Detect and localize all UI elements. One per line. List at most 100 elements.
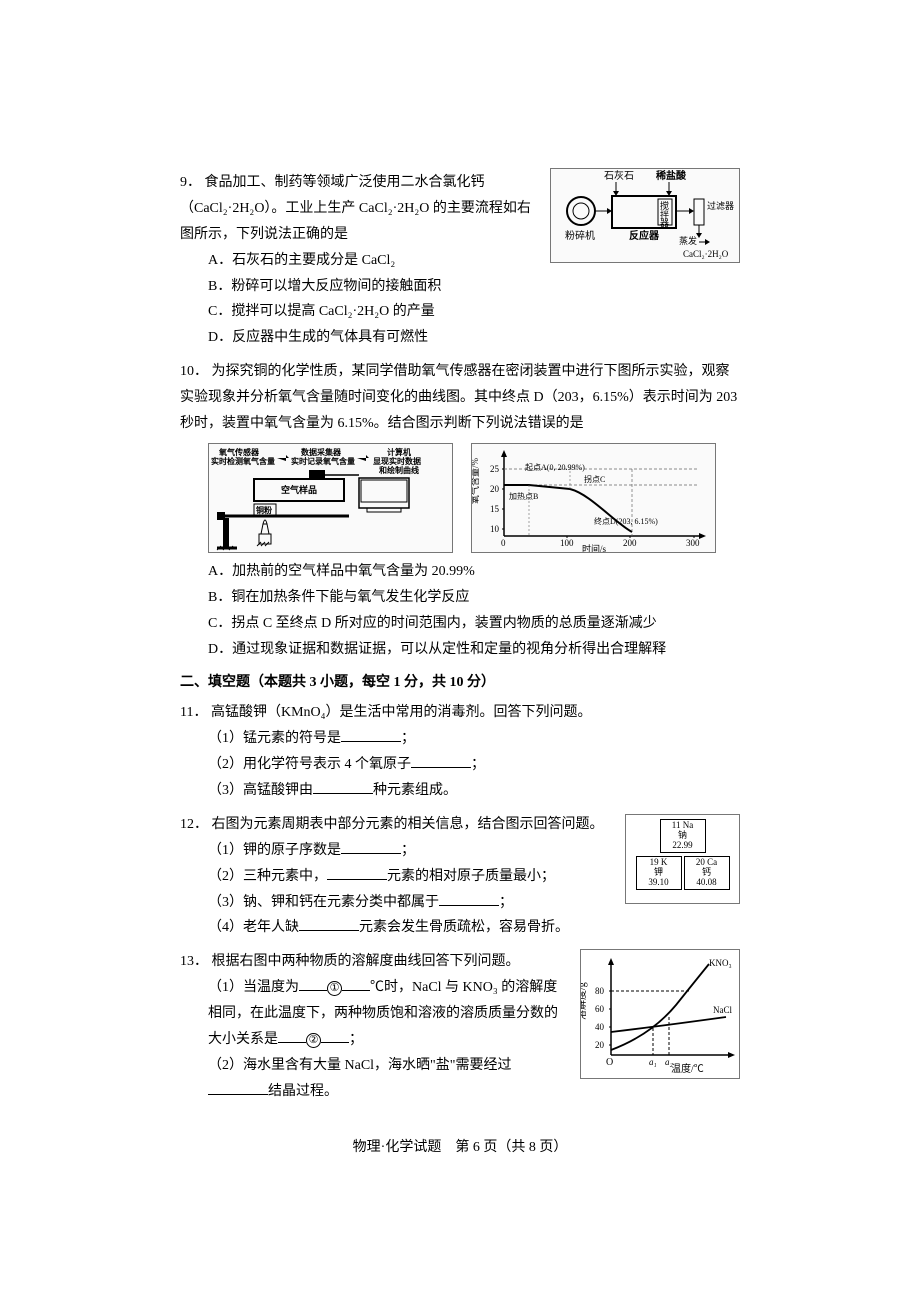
q13-sub-2a: （2）海水里含有大量 NaCl，海水晒"盐"需要经过 [208,1058,511,1073]
q11-sub-1: （1）锰元素的符号是 ； [208,726,740,752]
q10-apparatus-diagram: 氧气传感器 实时检测氧气含量 数据采集器 实时记录氧气含量 计算机 显现实时数据… [208,443,453,553]
q13-stem: 根据右图中两种物质的溶解度曲线回答下列问题。 [212,954,520,969]
q9-opt-d: D．反应器中生成的气体具有可燃性 [208,325,740,351]
q10b-point-d: 终点D(203, 6.15%) [594,516,658,526]
q13-sub-2b: 结晶过程。 [268,1084,338,1099]
q12-blank-1 [341,840,401,854]
pt-cell-na: 11 Na 钠 22.99 [660,819,706,853]
q9-label-acid: 稀盐酸 [656,169,687,182]
q10-opt-d: D．通过现象证据和数据证据，可以从定性和定量的视角分析得出合理解释 [208,637,740,663]
q13-series-nacl: NaCl [713,1005,732,1015]
q13-blank-1a [299,977,327,991]
q9-label-limestone: 石灰石 [604,169,634,182]
q10a-cu-label: 铜粉 [256,505,272,515]
q11-sub-1b: ； [401,731,415,746]
q13-series-kno3: KNO₃ [709,958,732,968]
svg-text:10: 10 [490,524,500,534]
q12-sub-4: （4）老年人缺元素会发生骨质疏松，容易骨折。 [208,915,740,941]
q12-sub-2a: （2）三种元素中， [208,869,327,884]
question-12: 11 Na 钠 22.99 19 K 钾 39.10 20 Ca 钙 40.08… [180,812,740,941]
q13-number: 13． [180,954,208,969]
svg-text:实时记录氧气含量: 实时记录氧气含量 [291,456,355,466]
question-10: 10． 为探究铜的化学性质，某同学借助氧气传感器在密闭装置中进行下图所示实验，观… [180,359,740,662]
q9-label-evap: 蒸发 [679,235,697,246]
svg-text:40: 40 [595,1022,605,1032]
q12-blank-4 [299,917,359,931]
q10a-air-label: 空气样品 [281,484,317,495]
q13-xlabel: 温度/℃ [671,1062,704,1075]
q9-options: A．石灰石的主要成分是 CaCl₂ B．粉碎可以增大反应物间的接触面积 C．搅拌… [208,248,740,352]
q13-blank-2 [208,1081,268,1095]
q11-sub-3: （3）高锰酸钾由 种元素组成。 [208,778,740,804]
svg-text:实时检测氧气含量: 实时检测氧气含量 [211,456,275,466]
q13-circled-2: ② [306,1033,321,1048]
page-footer: 物理·化学试题 第 6 页（共 8 页） [180,1135,740,1161]
q10-opt-a: A．加热前的空气样品中氧气含量为 20.99% [208,559,740,585]
q9-flow-diagram: 石灰石 稀盐酸 粉碎机 搅拌器 反应器 过滤器 蒸发 CaCl₂·2H₂O [550,168,740,263]
svg-text:300: 300 [686,538,700,548]
q11-sub-3a: （3）高锰酸钾由 [208,783,313,798]
q10-opt-c: C．拐点 C 至终点 D 所对应的时间范围内，装置内物质的总质量逐渐减少 [208,611,740,637]
q12-blank-2 [327,866,387,880]
q11-blank-2 [411,754,471,768]
svg-text:计算机: 计算机 [387,447,411,457]
question-11: 11． 高锰酸钾（KMnO₄）是生活中常用的消毒剂。回答下列问题。 （1）锰元素… [180,700,740,804]
q11-sub-2a: （2）用化学符号表示 4 个氧原子 [208,757,411,772]
svg-text:20: 20 [490,484,500,494]
q13-blank-1d [321,1029,349,1043]
q10-options: A．加热前的空气样品中氧气含量为 20.99% B．铜在加热条件下能与氧气发生化… [208,559,740,663]
q10b-xlabel: 时间/s [582,543,607,552]
q9-label-filter: 过滤器 [707,200,734,211]
q12-blank-3 [439,892,499,906]
svg-text:氧气传感器: 氧气传感器 [218,447,260,457]
svg-text:数据采集器: 数据采集器 [301,447,342,457]
svg-text:25: 25 [490,464,500,474]
q10-stem: 为探究铜的化学性质，某同学借助氧气传感器在密闭装置中进行下图所示实验，观察实验现… [180,364,737,431]
q11-blank-3 [313,780,373,794]
q13-blank-1b [342,977,370,991]
q11-stem: 高锰酸钾（KMnO₄）是生活中常用的消毒剂。回答下列问题。 [211,705,592,720]
q9-opt-c: C．搅拌可以提高 CaCl₂·2H₂O 的产量 [208,299,740,325]
svg-text:200: 200 [623,538,637,548]
q10b-point-b: 加热点B [509,491,538,501]
svg-text:15: 15 [490,504,500,514]
q10b-point-a: 起点A(0, 20.99%) [525,463,585,472]
q12-stem: 右图为元素周期表中部分元素的相关信息，结合图示回答问题。 [212,817,604,832]
section-2-title: 二、填空题（本题共 3 小题，每空 1 分，共 10 分） [180,670,740,696]
q11-sub-2: （2）用化学符号表示 4 个氧原子 ； [208,752,740,778]
q10-opt-b: B．铜在加热条件下能与氧气发生化学反应 [208,585,740,611]
q9-stem: 食品加工、制药等领域广泛使用二水合氯化钙（CaCl₂·2H₂O）。工业上生产 C… [180,175,531,242]
q12-sub-2b: 元素的相对原子质量最小； [387,869,555,884]
q13-ylabel: 溶解度/g [581,983,588,1021]
q10b-point-c: 拐点C [584,474,605,484]
svg-text:100: 100 [560,538,574,548]
svg-text:a₂: a₂ [665,1057,673,1067]
q11-blank-1 [341,728,401,742]
q12-sub-3a: （3）钠、钾和钙在元素分类中都属于 [208,895,439,910]
q11-number: 11． [180,705,207,720]
q11-sub-1a: （1）锰元素的符号是 [208,731,341,746]
q12-sub-1a: （1）钾的原子序数是 [208,843,341,858]
q13-blank-1c [278,1029,306,1043]
q9-label-reactor: 反应器 [629,229,660,242]
q9-number: 9． [180,175,201,190]
svg-text:a₁: a₁ [649,1057,657,1067]
svg-text:器: 器 [660,218,669,228]
svg-text:20: 20 [595,1040,605,1050]
q13-sub-1a: （1）当温度为 [208,980,299,995]
q13-sub-1c: ； [349,1032,363,1047]
pt-cell-k: 19 K 钾 39.10 [636,856,682,890]
svg-text:80: 80 [595,986,605,996]
svg-text:显现实时数据: 显现实时数据 [373,456,421,466]
q9-label-crusher: 粉碎机 [565,229,595,242]
q12-sub-4b: 元素会发生骨质疏松，容易骨折。 [359,920,569,935]
q11-sub-3b: 种元素组成。 [373,783,457,798]
q10-oxygen-curve-chart: 10 15 20 25 0 100 200 300 [471,443,716,553]
q12-sub-3b: ； [499,895,513,910]
svg-text:和绘制曲线: 和绘制曲线 [379,465,419,475]
pt-cell-ca: 20 Ca 钙 40.08 [684,856,730,890]
q10-number: 10． [180,364,208,379]
q11-sub-2b: ； [471,757,485,772]
q12-number: 12． [180,817,208,832]
q12-sub-1b: ； [401,843,415,858]
